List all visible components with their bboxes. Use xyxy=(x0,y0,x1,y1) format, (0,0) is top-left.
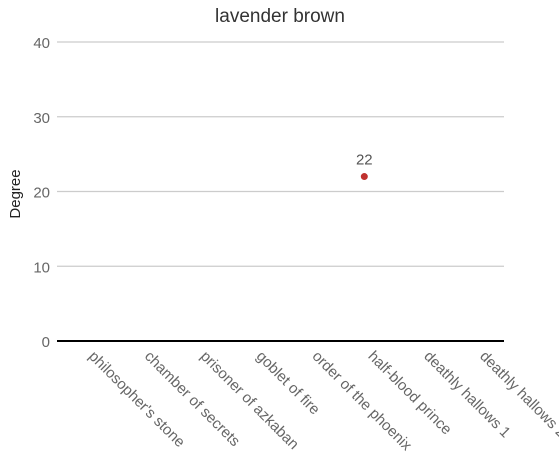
data-labels: 22 xyxy=(356,152,373,169)
y-tick-label: 30 xyxy=(33,110,50,127)
data-point xyxy=(360,173,368,181)
data-points xyxy=(360,173,368,181)
y-tick-label: 20 xyxy=(33,185,50,202)
y-tick-label: 40 xyxy=(33,35,50,52)
y-axis-label: Degree xyxy=(7,169,24,218)
gridlines xyxy=(57,41,504,342)
y-tick-label: 0 xyxy=(42,334,50,351)
y-tick-label: 10 xyxy=(33,259,50,276)
x-tick-label: chamber of secrets xyxy=(141,348,243,450)
x-tick-label: prisoner of azkaban xyxy=(197,348,302,453)
y-tick-labels: 0 10 20 30 40 xyxy=(33,35,50,351)
chart-title: lavender brown xyxy=(215,6,345,27)
x-tick-label: order of the phoenix xyxy=(309,348,416,455)
x-tick-label: philosopher's stone xyxy=(85,348,188,451)
data-label: 22 xyxy=(356,152,373,169)
